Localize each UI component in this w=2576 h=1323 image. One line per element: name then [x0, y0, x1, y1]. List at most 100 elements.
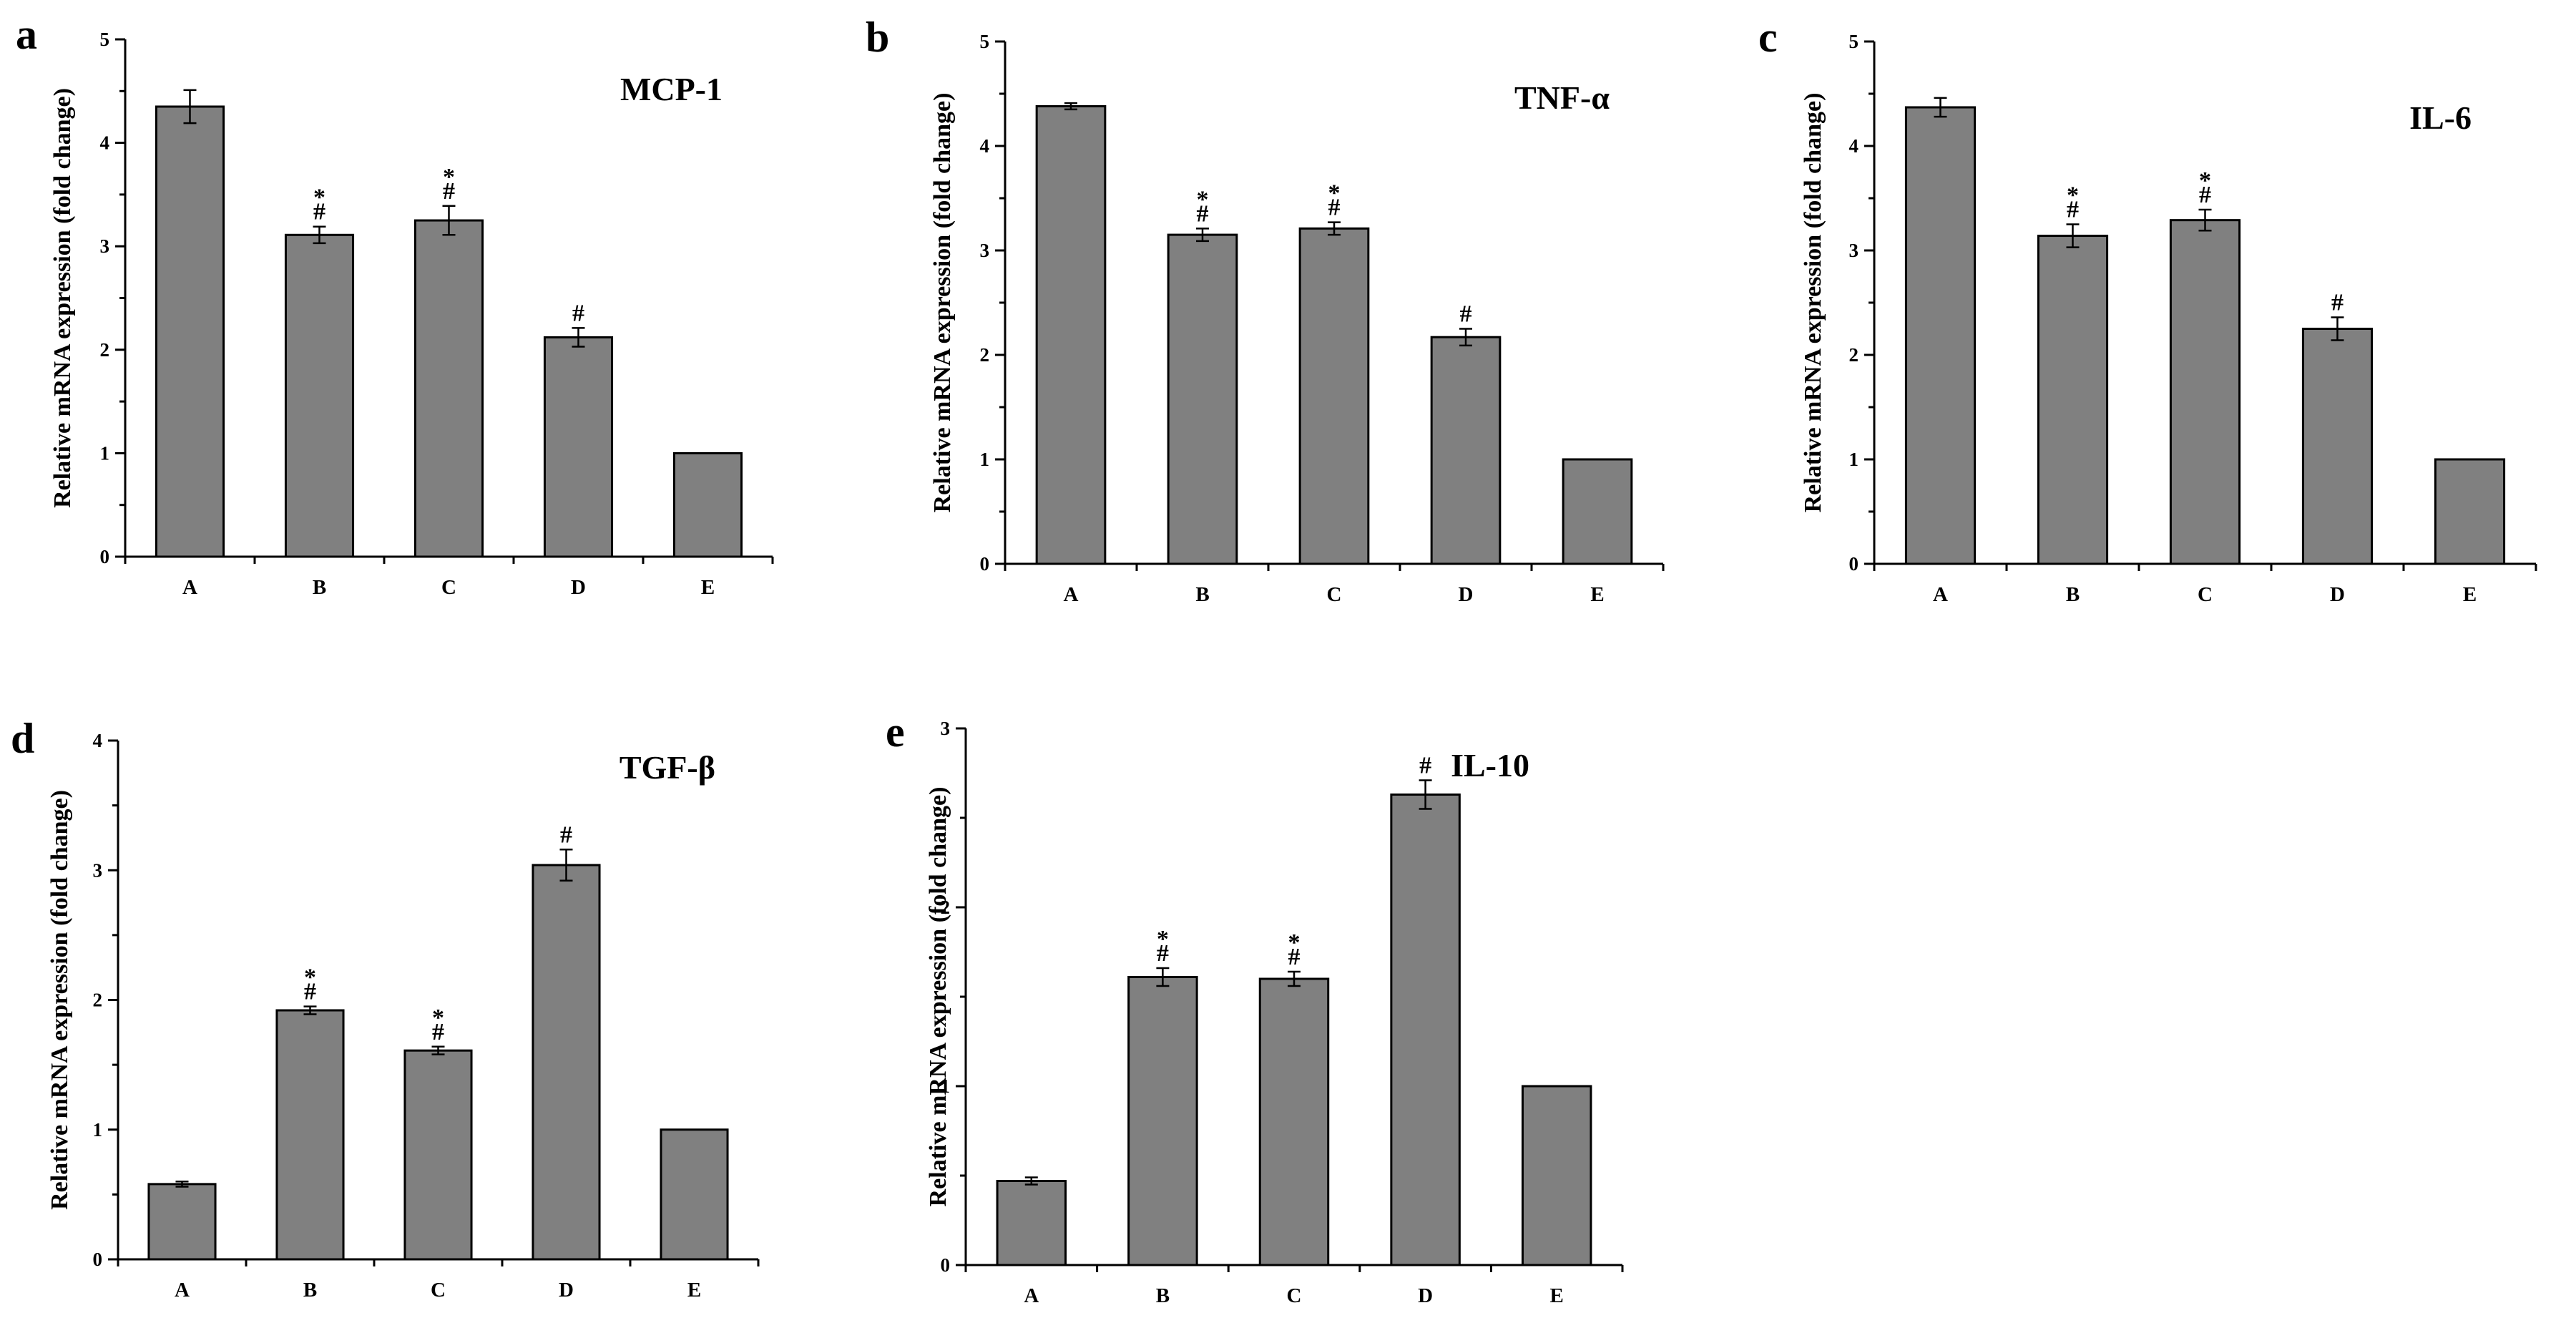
x-tick-label: E	[2463, 583, 2477, 606]
bar-A	[1904, 106, 1977, 565]
x-tick-label: B	[1195, 583, 1209, 606]
y-axis-label: Relative mRNA expression (fold change)	[925, 787, 951, 1207]
panel-label: c	[1758, 14, 1778, 61]
x-tick-label: C	[1327, 583, 1342, 606]
significance-star: *	[432, 1005, 444, 1031]
bar-B	[1167, 233, 1238, 565]
chart-title: IL-10	[1451, 747, 1529, 783]
panel-label: b	[866, 14, 889, 61]
significance-hash: #	[1419, 753, 1431, 779]
x-tick-label: E	[687, 1279, 701, 1302]
y-tick-label: 2	[93, 990, 103, 1011]
x-tick-label: A	[175, 1279, 190, 1302]
significance-hash: #	[1328, 195, 1341, 221]
bar-C	[413, 219, 484, 558]
bar-E	[660, 1128, 729, 1261]
y-tick-label: 3	[941, 718, 951, 739]
x-tick-label: C	[1287, 1284, 1302, 1307]
y-axis-label: Relative mRNA expression (fold change)	[46, 790, 73, 1210]
bar-E	[672, 451, 743, 558]
significance-hash: #	[2199, 182, 2211, 208]
bar-C	[1258, 977, 1330, 1266]
panel-label: e	[886, 708, 905, 756]
bar-E	[1521, 1085, 1592, 1266]
y-tick-label: 2	[100, 339, 110, 361]
chart-title: MCP-1	[620, 71, 723, 107]
y-tick-label: 2	[941, 897, 951, 918]
y-tick-label: 2	[980, 344, 990, 366]
significance-hash: #	[2331, 289, 2344, 316]
significance-hash: #	[1197, 200, 1209, 227]
y-tick-label: 4	[1849, 135, 1859, 157]
bar-A	[147, 1183, 217, 1261]
x-tick-label: D	[1459, 583, 1474, 606]
x-tick-label: B	[303, 1279, 317, 1302]
chart-title: TGF-β	[619, 749, 715, 786]
x-tick-label: B	[2066, 583, 2080, 606]
y-tick-label: 2	[1849, 344, 1859, 366]
significance-hash: #	[313, 199, 325, 225]
y-tick-label: 4	[93, 730, 103, 751]
x-tick-label: A	[1933, 583, 1948, 606]
bar-D	[2301, 328, 2374, 565]
x-tick-label: E	[1590, 583, 1604, 606]
bar-B	[1127, 976, 1198, 1266]
bar-C	[2169, 219, 2241, 565]
y-tick-label: 4	[100, 132, 110, 154]
y-axis-label: Relative mRNA expression (fold change)	[1800, 93, 1826, 513]
bar-C	[1298, 227, 1370, 565]
bar-C	[403, 1049, 473, 1261]
y-tick-label: 0	[941, 1254, 951, 1276]
y-tick-label: 3	[100, 235, 110, 257]
panel-label: a	[16, 11, 37, 58]
significance-hash: #	[1288, 944, 1301, 970]
y-tick-label: 4	[980, 135, 990, 157]
bar-E	[2434, 458, 2506, 565]
y-axis-label: Relative mRNA expression (fold change)	[49, 88, 76, 508]
bar-A	[996, 1180, 1067, 1266]
significance-hash: #	[432, 1019, 444, 1045]
bar-A	[1035, 105, 1107, 565]
significance-star: *	[1328, 180, 1341, 207]
chart-title: TNF-α	[1514, 79, 1610, 116]
significance-hash: #	[2067, 197, 2079, 223]
x-tick-label: D	[2330, 583, 2345, 606]
significance-star: *	[304, 965, 316, 991]
y-tick-label: 1	[100, 442, 110, 464]
x-tick-label: A	[182, 576, 197, 599]
significance-hash: #	[304, 979, 316, 1005]
significance-star: *	[443, 164, 455, 190]
bar-E	[1562, 458, 1633, 565]
y-tick-label: 5	[100, 29, 110, 50]
y-tick-label: 3	[1849, 240, 1859, 261]
x-tick-label: C	[431, 1279, 446, 1302]
y-tick-label: 0	[93, 1249, 103, 1270]
bar-D	[1430, 336, 1502, 565]
y-tick-label: 1	[93, 1119, 103, 1141]
panel-label: d	[11, 715, 34, 762]
significance-star: *	[313, 185, 325, 211]
x-tick-label: D	[571, 576, 586, 599]
significance-hash: #	[1157, 940, 1169, 967]
y-tick-label: 5	[980, 31, 990, 52]
significance-star: *	[1288, 929, 1301, 956]
bar-D	[543, 336, 614, 558]
significance-star: *	[1197, 186, 1209, 213]
y-tick-label: 1	[941, 1075, 951, 1097]
significance-hash: #	[443, 178, 455, 205]
chart-title: IL-6	[2409, 99, 2472, 136]
x-tick-label: E	[701, 576, 715, 599]
x-tick-label: D	[559, 1279, 574, 1302]
y-tick-label: 0	[1849, 553, 1859, 575]
bar-B	[2037, 235, 2109, 565]
x-tick-label: C	[2198, 583, 2213, 606]
x-tick-label: D	[1418, 1284, 1433, 1307]
bar-A	[155, 105, 225, 558]
x-tick-label: B	[1156, 1284, 1170, 1307]
